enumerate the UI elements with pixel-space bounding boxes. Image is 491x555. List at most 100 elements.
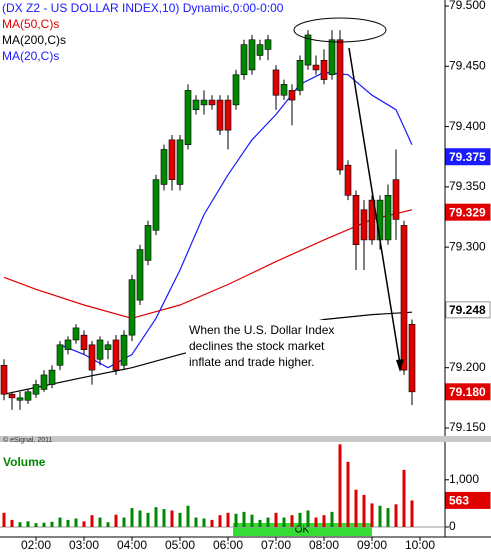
y-tick-label: 79.400 bbox=[449, 119, 486, 133]
x-tick-label: 03:00 bbox=[69, 538, 99, 552]
candle-body bbox=[96, 339, 104, 360]
y-tick-label: 79.450 bbox=[449, 58, 486, 72]
x-tick-label: 04:00 bbox=[117, 538, 147, 552]
candle-body bbox=[152, 179, 160, 231]
candle-body bbox=[360, 209, 368, 241]
volume-bar bbox=[354, 489, 358, 527]
y-tick-label: 79.350 bbox=[449, 179, 486, 193]
volume-bar bbox=[34, 523, 38, 527]
candle-body bbox=[144, 225, 152, 261]
volume-bar bbox=[322, 515, 326, 527]
volume-bar bbox=[82, 521, 86, 527]
volume-bar bbox=[114, 514, 118, 527]
volume-bar bbox=[298, 512, 302, 527]
volume-bar bbox=[74, 518, 78, 527]
candle-body bbox=[240, 44, 248, 76]
volume-bar bbox=[338, 444, 342, 527]
candle-body bbox=[400, 225, 408, 371]
volume-bar bbox=[226, 512, 230, 527]
candle-body bbox=[8, 393, 16, 399]
candle-body bbox=[120, 334, 128, 366]
candle-body bbox=[176, 139, 184, 185]
volume-bar bbox=[202, 518, 206, 527]
volume-title: Volume bbox=[3, 455, 46, 469]
candle-body bbox=[384, 195, 392, 241]
ma-line bbox=[3, 209, 413, 319]
annotation-text: When the U.S. Dollar Index bbox=[189, 323, 334, 337]
y-tick-label: 79.300 bbox=[449, 239, 486, 253]
y-tick-label: 79.500 bbox=[449, 0, 486, 12]
volume-bar bbox=[50, 521, 54, 527]
plot-area: 79.15079.20079.25079.30079.35079.40079.4… bbox=[0, 0, 486, 434]
y-tick-label: 79.150 bbox=[449, 420, 486, 434]
candle-body bbox=[392, 179, 400, 220]
y-tick-label: 79.200 bbox=[449, 360, 486, 374]
candle-body bbox=[320, 59, 328, 80]
legend-entry: MA(50,C)s bbox=[2, 17, 59, 31]
candle-body bbox=[40, 374, 48, 390]
candle-body bbox=[184, 90, 192, 145]
volume-bar bbox=[346, 461, 350, 527]
chart-title: (DX Z2 - US DOLLAR INDEX,10) Dynamic,0:0… bbox=[2, 1, 284, 15]
ma-line bbox=[59, 71, 413, 369]
volume-bar bbox=[394, 504, 398, 527]
volume-bar bbox=[170, 510, 174, 527]
volume-bar bbox=[26, 521, 30, 527]
volume-bar bbox=[66, 519, 70, 527]
candle-body bbox=[368, 199, 376, 241]
candle-body bbox=[312, 64, 320, 71]
candle-body bbox=[16, 397, 24, 401]
candle-body bbox=[376, 199, 384, 241]
volume-bar bbox=[186, 505, 190, 527]
candle-body bbox=[216, 99, 224, 131]
annotation-text: declines the stock market bbox=[189, 339, 325, 353]
volume-bar bbox=[58, 517, 62, 527]
highlight-ellipse bbox=[293, 17, 387, 43]
volume-bar bbox=[330, 511, 334, 527]
volume-bar bbox=[314, 517, 318, 527]
volume-bar bbox=[290, 515, 294, 527]
volume-bar bbox=[130, 508, 134, 527]
volume-bar bbox=[274, 512, 278, 527]
candle-body bbox=[304, 34, 312, 66]
x-tick-label: 07:00 bbox=[261, 538, 291, 552]
volume-bar bbox=[90, 515, 94, 527]
candle-body bbox=[288, 90, 296, 101]
axis-marker bbox=[445, 301, 491, 319]
volume-bar bbox=[42, 522, 46, 527]
axis-marker-label: 79.180 bbox=[449, 385, 486, 399]
candle-body bbox=[232, 74, 240, 106]
axis-marker-label: 79.329 bbox=[449, 205, 486, 219]
candle-body bbox=[408, 323, 416, 393]
volume-tick-label: 1,000 bbox=[449, 472, 479, 486]
volume-bar bbox=[242, 511, 246, 527]
volume-bar bbox=[370, 503, 374, 527]
annotation-arrow bbox=[348, 47, 401, 365]
x-tick-label: 08:00 bbox=[309, 538, 339, 552]
volume-bar bbox=[106, 522, 110, 527]
candle-body bbox=[128, 279, 136, 336]
candle-body bbox=[56, 344, 64, 366]
volume-bar bbox=[210, 519, 214, 527]
x-tick-label: 02:00 bbox=[21, 538, 51, 552]
volume-bar bbox=[18, 522, 22, 527]
candle-body bbox=[64, 339, 72, 350]
volume-bar bbox=[218, 515, 222, 527]
axis-marker bbox=[445, 383, 491, 401]
volume-bar bbox=[250, 514, 254, 527]
axis-marker bbox=[445, 491, 491, 509]
status-text: OK bbox=[295, 525, 310, 536]
candle-body bbox=[192, 99, 200, 111]
candle-body bbox=[0, 364, 8, 395]
volume-bar bbox=[146, 512, 150, 527]
axis-marker-label: 79.248 bbox=[449, 303, 486, 317]
candle-body bbox=[248, 39, 256, 71]
volume-bar bbox=[402, 469, 406, 527]
volume-bar bbox=[410, 500, 414, 527]
candle-body bbox=[104, 344, 112, 350]
candle-body bbox=[328, 39, 336, 76]
candle-body bbox=[88, 344, 96, 371]
candle-body bbox=[200, 99, 208, 106]
x-tick-label: 09:00 bbox=[357, 538, 387, 552]
